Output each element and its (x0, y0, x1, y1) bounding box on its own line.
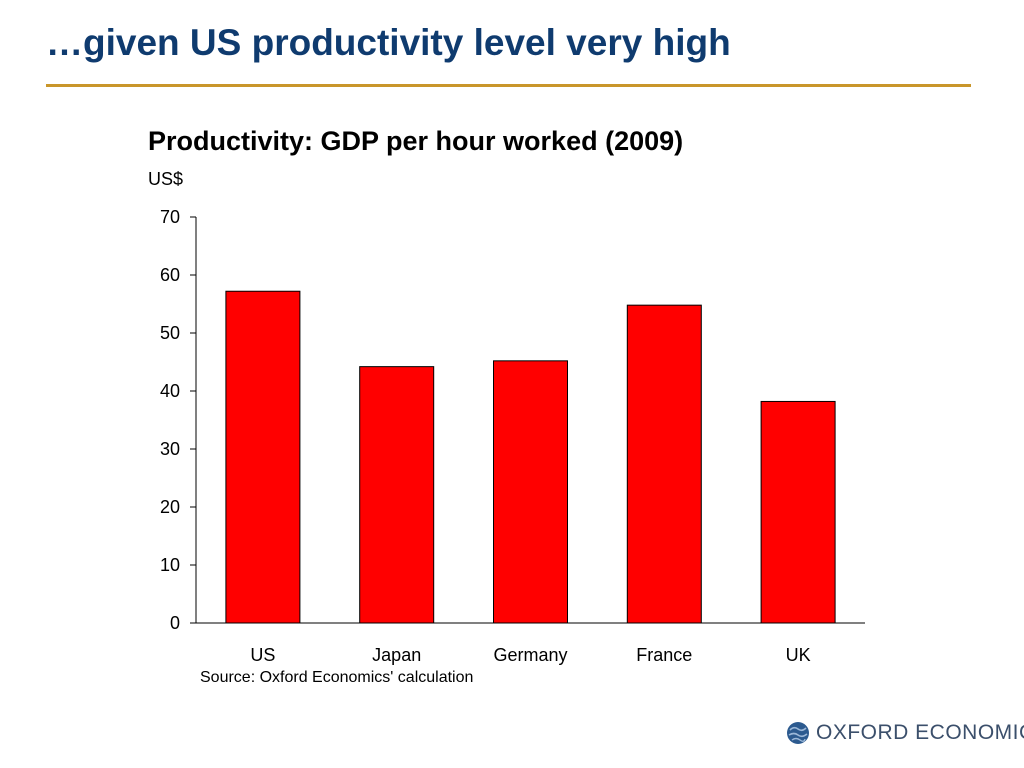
title-divider (46, 84, 971, 87)
chart-title: Productivity: GDP per hour worked (2009) (148, 126, 684, 156)
y-tick-label: 70 (160, 207, 180, 227)
bar-japan (359, 366, 435, 624)
logo-text: OXFORD ECONOMICS (816, 721, 1024, 744)
source-note: Source: Oxford Economics' calculation (200, 669, 474, 686)
y-tick-label: 20 (160, 497, 180, 517)
y-tick-label: 30 (160, 439, 180, 459)
y-tick-label: 0 (170, 613, 180, 633)
bar-france (626, 304, 702, 624)
bar-us (225, 290, 301, 624)
globe-icon (787, 722, 809, 744)
oxford-economics-logo: OXFORD ECONOMICS (786, 721, 1024, 745)
x-tick-label: Germany (493, 645, 567, 665)
x-tick-label: US (250, 645, 275, 665)
y-tick-label: 40 (160, 381, 180, 401)
x-tick-label: Japan (372, 645, 421, 665)
bar-germany (493, 360, 568, 624)
x-tick-label: France (636, 645, 692, 665)
slide-title: …given US productivity level very high (46, 22, 731, 63)
y-tick-label: 50 (160, 323, 180, 343)
y-tick-label: 10 (160, 555, 180, 575)
bar-uk (760, 400, 836, 624)
y-tick-label: 60 (160, 265, 180, 285)
x-tick-label: UK (786, 645, 811, 665)
y-axis-unit-label: US$ (148, 169, 184, 189)
